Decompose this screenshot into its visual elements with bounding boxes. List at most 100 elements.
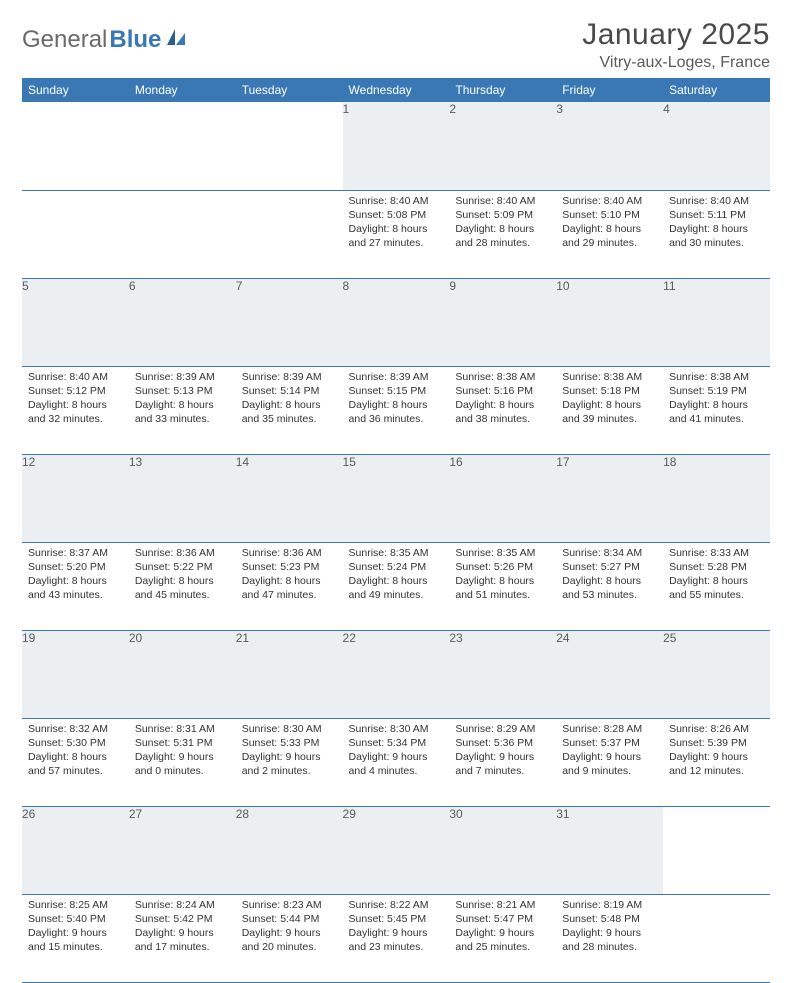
- sunrise-text: Sunrise: 8:19 AM: [562, 898, 657, 912]
- weekday-header: Wednesday: [343, 78, 450, 102]
- sunrise-text: Sunrise: 8:23 AM: [242, 898, 337, 912]
- sunset-text: Sunset: 5:37 PM: [562, 736, 657, 750]
- day-cell: Sunrise: 8:32 AMSunset: 5:30 PMDaylight:…: [22, 718, 129, 806]
- sunrise-text: Sunrise: 8:31 AM: [135, 722, 230, 736]
- sunrise-text: Sunrise: 8:38 AM: [455, 370, 550, 384]
- day-cell: Sunrise: 8:37 AMSunset: 5:20 PMDaylight:…: [22, 542, 129, 630]
- weekday-header: Tuesday: [236, 78, 343, 102]
- day-cell: Sunrise: 8:40 AMSunset: 5:10 PMDaylight:…: [556, 190, 663, 278]
- day-details: Sunrise: 8:40 AMSunset: 5:11 PMDaylight:…: [663, 191, 770, 257]
- sunset-text: Sunset: 5:27 PM: [562, 560, 657, 574]
- sunset-text: Sunset: 5:19 PM: [669, 384, 764, 398]
- weekday-header: Sunday: [22, 78, 129, 102]
- day-cell: Sunrise: 8:38 AMSunset: 5:19 PMDaylight:…: [663, 366, 770, 454]
- day-cell: Sunrise: 8:31 AMSunset: 5:31 PMDaylight:…: [129, 718, 236, 806]
- day-number-cell: 7: [236, 278, 343, 366]
- day-cell: Sunrise: 8:35 AMSunset: 5:24 PMDaylight:…: [343, 542, 450, 630]
- sunset-text: Sunset: 5:26 PM: [455, 560, 550, 574]
- daylight-text-1: Daylight: 8 hours: [349, 574, 444, 588]
- day-number-cell: 12: [22, 454, 129, 542]
- sunrise-text: Sunrise: 8:28 AM: [562, 722, 657, 736]
- sunrise-text: Sunrise: 8:30 AM: [349, 722, 444, 736]
- daylight-text-2: and 17 minutes.: [135, 940, 230, 954]
- weekday-header: Thursday: [449, 78, 556, 102]
- daylight-text-2: and 35 minutes.: [242, 412, 337, 426]
- day-details: Sunrise: 8:22 AMSunset: 5:45 PMDaylight:…: [343, 895, 450, 961]
- day-details: Sunrise: 8:35 AMSunset: 5:26 PMDaylight:…: [449, 543, 556, 609]
- daylight-text-1: Daylight: 8 hours: [669, 574, 764, 588]
- daylight-text-1: Daylight: 8 hours: [135, 574, 230, 588]
- logo-text-1: General: [22, 26, 107, 54]
- daylight-text-1: Daylight: 9 hours: [135, 750, 230, 764]
- day-details: Sunrise: 8:40 AMSunset: 5:09 PMDaylight:…: [449, 191, 556, 257]
- daylight-text-2: and 12 minutes.: [669, 764, 764, 778]
- day-cell: Sunrise: 8:28 AMSunset: 5:37 PMDaylight:…: [556, 718, 663, 806]
- daylight-text-2: and 28 minutes.: [455, 236, 550, 250]
- sunset-text: Sunset: 5:13 PM: [135, 384, 230, 398]
- daylight-text-2: and 29 minutes.: [562, 236, 657, 250]
- day-details-row: Sunrise: 8:25 AMSunset: 5:40 PMDaylight:…: [22, 894, 770, 982]
- day-number-cell: 27: [129, 806, 236, 894]
- day-cell: Sunrise: 8:39 AMSunset: 5:14 PMDaylight:…: [236, 366, 343, 454]
- daylight-text-2: and 55 minutes.: [669, 588, 764, 602]
- daylight-text-2: and 47 minutes.: [242, 588, 337, 602]
- daylight-text-2: and 9 minutes.: [562, 764, 657, 778]
- day-cell: Sunrise: 8:36 AMSunset: 5:22 PMDaylight:…: [129, 542, 236, 630]
- daylight-text-1: Daylight: 9 hours: [455, 750, 550, 764]
- day-number-cell: 29: [343, 806, 450, 894]
- sunrise-text: Sunrise: 8:26 AM: [669, 722, 764, 736]
- sunset-text: Sunset: 5:08 PM: [349, 208, 444, 222]
- day-cell: Sunrise: 8:40 AMSunset: 5:08 PMDaylight:…: [343, 190, 450, 278]
- sunrise-text: Sunrise: 8:24 AM: [135, 898, 230, 912]
- day-number-cell: 11: [663, 278, 770, 366]
- daylight-text-2: and 20 minutes.: [242, 940, 337, 954]
- day-details: Sunrise: 8:23 AMSunset: 5:44 PMDaylight:…: [236, 895, 343, 961]
- day-cell: Sunrise: 8:35 AMSunset: 5:26 PMDaylight:…: [449, 542, 556, 630]
- sunrise-text: Sunrise: 8:38 AM: [669, 370, 764, 384]
- sunset-text: Sunset: 5:20 PM: [28, 560, 123, 574]
- day-number-cell: 30: [449, 806, 556, 894]
- daylight-text-1: Daylight: 8 hours: [455, 222, 550, 236]
- daylight-text-1: Daylight: 9 hours: [669, 750, 764, 764]
- daylight-text-2: and 32 minutes.: [28, 412, 123, 426]
- day-details-row: Sunrise: 8:32 AMSunset: 5:30 PMDaylight:…: [22, 718, 770, 806]
- daylight-text-1: Daylight: 8 hours: [562, 398, 657, 412]
- day-details: Sunrise: 8:36 AMSunset: 5:23 PMDaylight:…: [236, 543, 343, 609]
- day-cell: Sunrise: 8:38 AMSunset: 5:18 PMDaylight:…: [556, 366, 663, 454]
- header: GeneralBlue January 2025 Vitry-aux-Loges…: [22, 18, 770, 72]
- day-number-cell: 22: [343, 630, 450, 718]
- sunrise-text: Sunrise: 8:38 AM: [562, 370, 657, 384]
- sunset-text: Sunset: 5:12 PM: [28, 384, 123, 398]
- day-number-cell: 14: [236, 454, 343, 542]
- day-number-cell: 6: [129, 278, 236, 366]
- day-details: Sunrise: 8:26 AMSunset: 5:39 PMDaylight:…: [663, 719, 770, 785]
- day-cell: Sunrise: 8:40 AMSunset: 5:09 PMDaylight:…: [449, 190, 556, 278]
- day-number-cell: 24: [556, 630, 663, 718]
- day-number-cell: 19: [22, 630, 129, 718]
- sunrise-text: Sunrise: 8:40 AM: [562, 194, 657, 208]
- daylight-text-2: and 23 minutes.: [349, 940, 444, 954]
- day-cell: Sunrise: 8:34 AMSunset: 5:27 PMDaylight:…: [556, 542, 663, 630]
- day-number-cell: 25: [663, 630, 770, 718]
- day-details: Sunrise: 8:30 AMSunset: 5:33 PMDaylight:…: [236, 719, 343, 785]
- day-number-cell: 16: [449, 454, 556, 542]
- daylight-text-2: and 4 minutes.: [349, 764, 444, 778]
- day-cell: Sunrise: 8:25 AMSunset: 5:40 PMDaylight:…: [22, 894, 129, 982]
- day-cell: [22, 190, 129, 278]
- day-cell: Sunrise: 8:40 AMSunset: 5:12 PMDaylight:…: [22, 366, 129, 454]
- day-details: Sunrise: 8:21 AMSunset: 5:47 PMDaylight:…: [449, 895, 556, 961]
- day-number-cell: 15: [343, 454, 450, 542]
- day-cell: Sunrise: 8:23 AMSunset: 5:44 PMDaylight:…: [236, 894, 343, 982]
- sunset-text: Sunset: 5:22 PM: [135, 560, 230, 574]
- sunrise-text: Sunrise: 8:37 AM: [28, 546, 123, 560]
- day-details: Sunrise: 8:32 AMSunset: 5:30 PMDaylight:…: [22, 719, 129, 785]
- daylight-text-2: and 36 minutes.: [349, 412, 444, 426]
- day-details: Sunrise: 8:40 AMSunset: 5:12 PMDaylight:…: [22, 367, 129, 433]
- day-cell: Sunrise: 8:36 AMSunset: 5:23 PMDaylight:…: [236, 542, 343, 630]
- daylight-text-1: Daylight: 9 hours: [349, 926, 444, 940]
- logo-sail-icon: [165, 26, 187, 54]
- daylight-text-1: Daylight: 8 hours: [455, 574, 550, 588]
- day-details: Sunrise: 8:40 AMSunset: 5:10 PMDaylight:…: [556, 191, 663, 257]
- sunset-text: Sunset: 5:15 PM: [349, 384, 444, 398]
- daylight-text-1: Daylight: 9 hours: [349, 750, 444, 764]
